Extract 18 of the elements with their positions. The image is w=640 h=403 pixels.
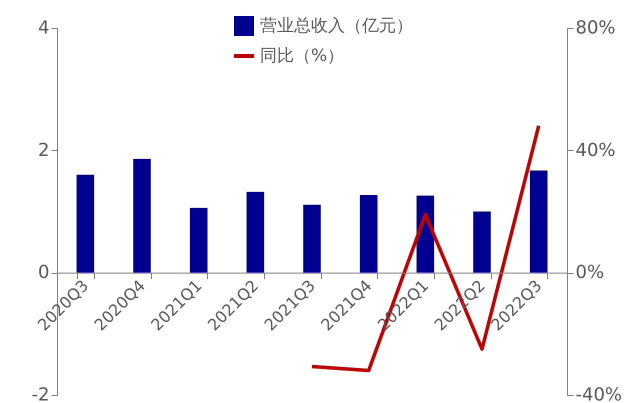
y-tick-label: 2 bbox=[38, 140, 50, 161]
bar bbox=[190, 208, 208, 273]
y-tick-label: 4 bbox=[38, 18, 50, 38]
legend-label: 同比（%） bbox=[260, 46, 344, 66]
y2-tick-label: 0% bbox=[576, 262, 604, 284]
bar bbox=[76, 174, 94, 273]
legend-label: 营业总收入（亿元） bbox=[260, 16, 413, 36]
bar bbox=[530, 170, 548, 273]
y2-tick-label: 40% bbox=[576, 140, 616, 161]
bar bbox=[133, 158, 151, 273]
y2-tick-label: -40% bbox=[576, 384, 622, 403]
y-tick-label: 0 bbox=[38, 262, 50, 284]
bar bbox=[246, 192, 264, 273]
bar bbox=[360, 194, 378, 273]
y-tick-label: -2 bbox=[32, 384, 50, 403]
bar bbox=[303, 204, 321, 273]
bar bbox=[473, 212, 491, 273]
y2-tick-label: 80% bbox=[576, 18, 616, 38]
